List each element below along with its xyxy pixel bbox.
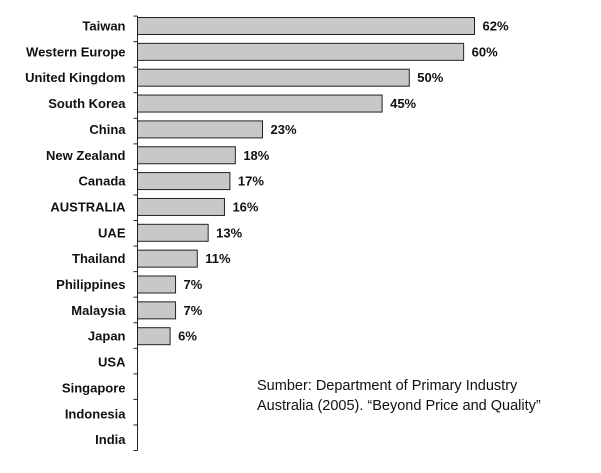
bar <box>137 249 198 268</box>
source-note-line-2: Australia (2005). “Beyond Price and Qual… <box>257 398 541 414</box>
bar <box>137 68 410 87</box>
category-label: Malaysia <box>71 303 126 318</box>
bar <box>137 42 465 61</box>
value-label: 16% <box>232 199 258 214</box>
category-labels: Taiwan Western Europe United Kingdom South … <box>25 19 126 448</box>
category-label: India <box>95 432 126 447</box>
category-label: United Kingdom <box>25 70 125 85</box>
category-label: China <box>89 122 126 137</box>
category-label: UAE <box>98 225 126 240</box>
value-label: 11% <box>205 251 231 266</box>
bar <box>137 301 177 320</box>
category-label: Philippines <box>56 277 125 292</box>
category-label: Japan <box>88 329 126 344</box>
category-label: South Korea <box>48 96 126 111</box>
value-label: 18% <box>243 148 269 163</box>
category-label: Taiwan <box>82 19 125 34</box>
value-label: 45% <box>390 96 416 111</box>
category-label: Singapore <box>62 380 126 395</box>
bar <box>137 94 383 113</box>
bar <box>137 275 177 294</box>
category-label: Thailand <box>72 251 126 266</box>
value-label: 62% <box>483 19 509 34</box>
value-label: 6% <box>178 329 197 344</box>
bar <box>137 223 209 242</box>
source-note: Sumber: Department of Primary Industry A… <box>257 376 541 416</box>
value-label: 17% <box>238 174 264 189</box>
bar <box>137 327 171 346</box>
value-label: 7% <box>184 277 203 292</box>
category-axis <box>133 15 138 452</box>
bar <box>137 120 264 139</box>
category-label: New Zealand <box>46 148 126 163</box>
bar <box>137 146 236 165</box>
value-label: 7% <box>184 303 203 318</box>
bar <box>137 17 475 35</box>
bar <box>137 197 225 216</box>
value-label: 50% <box>417 70 443 85</box>
value-labels: 62%60%50%45%23%18%17%16%13%11%7%7%6% <box>178 19 509 344</box>
category-label: Western Europe <box>26 44 125 59</box>
category-label: USA <box>98 355 126 370</box>
source-note-line-1: Sumber: Department of Primary Industry <box>257 378 518 394</box>
bars <box>137 17 475 346</box>
category-label: Indonesia <box>65 406 126 421</box>
category-label: Canada <box>79 174 127 189</box>
category-label: AUSTRALIA <box>50 199 126 214</box>
value-label: 23% <box>271 122 297 137</box>
value-label: 13% <box>216 225 242 240</box>
value-label: 60% <box>472 44 498 59</box>
bar <box>137 172 231 191</box>
